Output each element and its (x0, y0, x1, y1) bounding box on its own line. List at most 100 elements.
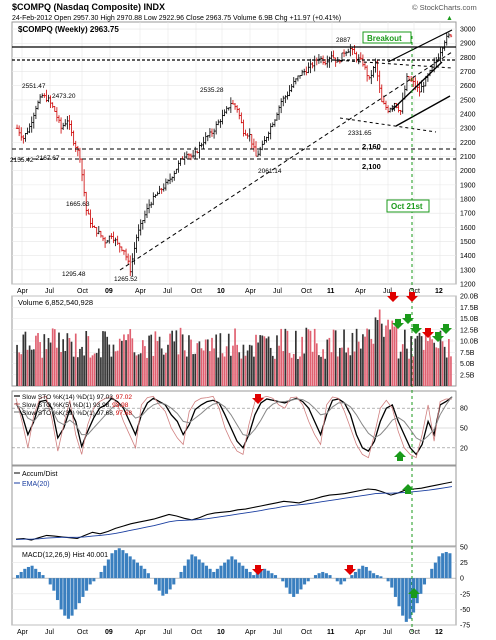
price-x-tick-label: Apr (135, 288, 147, 295)
volume-bar (100, 357, 102, 386)
price-y-tick-label: 2200 (460, 140, 476, 147)
macd-hist-bar (99, 571, 103, 579)
volume-bar (334, 330, 337, 386)
volume-bar (433, 342, 436, 386)
price-annotation-label: 1295.48 (62, 271, 86, 278)
macd-hist-bar (23, 568, 27, 579)
y-axis-ticks: 1200 1300 1400 1500 1600 1700 1800 1900 2000 2100… (460, 27, 479, 630)
volume-bar (234, 328, 236, 386)
volume-bar (104, 331, 106, 386)
symbol-title: $COMPQ (Nasdaq Composite) INDX (12, 2, 165, 12)
volume-bar (286, 330, 289, 386)
sto-legend-label: Slow STO %K(5) %D(1) 93.98, (22, 402, 111, 409)
price-y-tick-label: 3000 (460, 27, 476, 34)
macd-hist-bar (317, 573, 321, 579)
quote-up-arrow: ▲ (446, 15, 453, 22)
macd-hist-bar (179, 571, 183, 579)
volume-bar (43, 334, 46, 386)
volume-bar (343, 329, 345, 386)
volume-bar (196, 343, 199, 386)
volume-bar (326, 339, 329, 386)
macd-hist-bar (375, 575, 379, 579)
volume-bar (45, 349, 48, 386)
macd-y-tick-label: -50 (460, 607, 470, 614)
price-panel (11, 21, 457, 285)
volume-y-tick-label: 20.0B (460, 294, 479, 301)
price-annotation-label: 2,160 (362, 142, 381, 151)
volume-bar (188, 335, 190, 386)
macd-hist-bar (230, 556, 234, 579)
macd-hist-bar (295, 578, 299, 594)
price-annotation-label: 2,100 (362, 162, 381, 171)
price-x-tick-label: 09 (105, 288, 113, 295)
volume-bar (200, 348, 203, 386)
price-annotation-label: 2551.47 (22, 83, 46, 90)
macd-hist-bar (168, 578, 172, 590)
volume-bar (179, 327, 182, 386)
volume-bar (177, 354, 180, 386)
volume-bar (374, 317, 377, 386)
accum-dist-line (15, 481, 453, 541)
macd-hist-bar (219, 565, 223, 579)
volume-bar (171, 330, 174, 386)
price-y-tick-label: 2000 (460, 168, 476, 175)
macd-hist-bar (128, 556, 132, 579)
macd-x-tick-label: Apr (17, 629, 29, 636)
volume-bar (62, 339, 65, 386)
volume-bar (274, 358, 276, 386)
volume-bar (391, 320, 394, 386)
price-y-tick-label: 2700 (460, 69, 476, 76)
macd-panel-title: MACD(12,26,9) Hist 40.001 (22, 552, 108, 559)
macd-hist-bar (444, 551, 448, 579)
oct21-label: Oct 21st (391, 202, 423, 211)
macd-hist-bar (77, 578, 81, 604)
price-x-tick-label: 10 (217, 288, 225, 295)
macd-hist-bar (273, 575, 278, 579)
volume-bar (141, 340, 144, 386)
volume-bar (246, 350, 249, 386)
price-x-tick-label: Jul (163, 288, 172, 295)
macd-x-tick-label: Oct (301, 629, 312, 636)
volume-bar (248, 344, 251, 386)
volume-bar (70, 341, 73, 386)
macd-hist-bar (143, 568, 147, 579)
macd-hist-bar (183, 565, 187, 579)
volume-bar (280, 328, 283, 386)
macd-hist-bar (241, 565, 245, 579)
volume-bar (294, 330, 297, 386)
volume-bar (183, 350, 186, 386)
volume-bar (30, 349, 33, 386)
volume-bar (81, 346, 83, 386)
volume-bar (435, 347, 438, 386)
macd-hist-bar (125, 553, 129, 579)
sto-y-tick-label: 50 (460, 426, 468, 433)
volume-bar (315, 343, 318, 386)
macd-hist-bar (226, 559, 230, 579)
macd-hist-bar (52, 578, 56, 591)
volume-bar (336, 356, 339, 386)
volume-bar (399, 351, 402, 386)
volume-bar (378, 309, 381, 386)
macd-hist-bar (223, 562, 227, 579)
macd-hist-bar (66, 578, 70, 619)
volume-bar (225, 346, 228, 386)
x-axis-ticks: Apr Apr Jul Jul Oct Oct 09 09 Apr Apr Jul Jul Oct Oct… (17, 288, 443, 636)
macd-x-tick-label: Jul (273, 629, 282, 636)
macd-hist-bar (448, 553, 452, 579)
volume-bar (355, 328, 358, 386)
macd-hist-bar (135, 562, 139, 579)
macd-hist-bar (59, 578, 63, 610)
macd-hist-bar (157, 578, 161, 591)
volume-bar (154, 331, 157, 386)
down-arrow-icon (387, 292, 399, 302)
volume-bar (364, 336, 366, 386)
volume-bar (219, 333, 222, 386)
price-x-tick-label: 12 (435, 288, 443, 295)
volume-bar (129, 329, 132, 386)
volume-bar (215, 334, 218, 386)
macd-hist-bar (88, 578, 92, 585)
volume-y-tick-label: 10.0B (460, 339, 479, 346)
macd-hist-bar (201, 562, 205, 579)
macd-hist-bar (172, 578, 176, 585)
down-arrow-icon (402, 314, 414, 324)
